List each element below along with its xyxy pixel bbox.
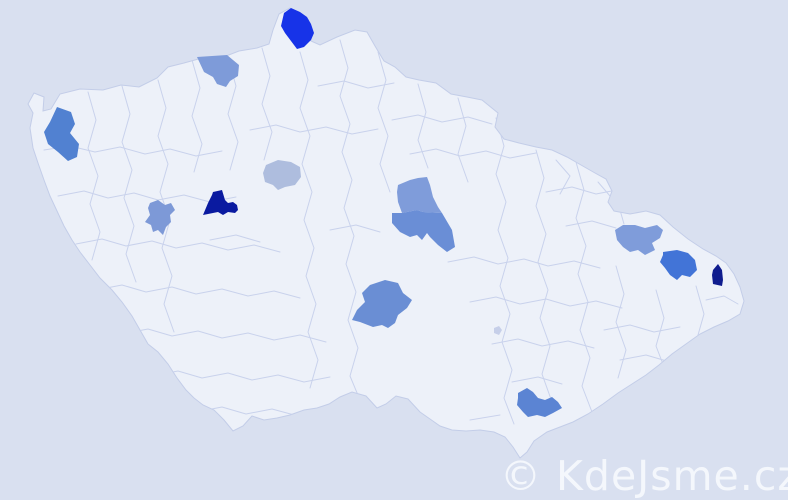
district-highlight-west-central bbox=[145, 200, 175, 235]
district-highlight-far-east-navy bbox=[712, 264, 723, 286]
district-highlight-north-spike bbox=[281, 8, 314, 49]
highlighted-districts bbox=[44, 8, 723, 417]
watermark-text: © KdeJsme.cz bbox=[500, 452, 788, 500]
country-outline bbox=[27, 7, 745, 459]
district-highlight-south bbox=[517, 388, 562, 417]
district-highlight-highlands bbox=[352, 280, 412, 328]
district-highlight-northeast-strong bbox=[660, 250, 697, 280]
district-highlight-east-bohemia-lower bbox=[392, 210, 455, 252]
district-highlight-tiny-spot bbox=[494, 326, 502, 335]
district-highlight-northeast-light bbox=[615, 225, 663, 255]
district-highlight-east-bohemia-upper bbox=[397, 177, 442, 213]
district-highlight-central-light bbox=[263, 160, 301, 190]
district-borders bbox=[43, 39, 739, 425]
district-highlight-central-navy bbox=[203, 190, 238, 215]
district-highlight-north bbox=[197, 55, 239, 87]
district-highlight-west bbox=[44, 107, 79, 161]
